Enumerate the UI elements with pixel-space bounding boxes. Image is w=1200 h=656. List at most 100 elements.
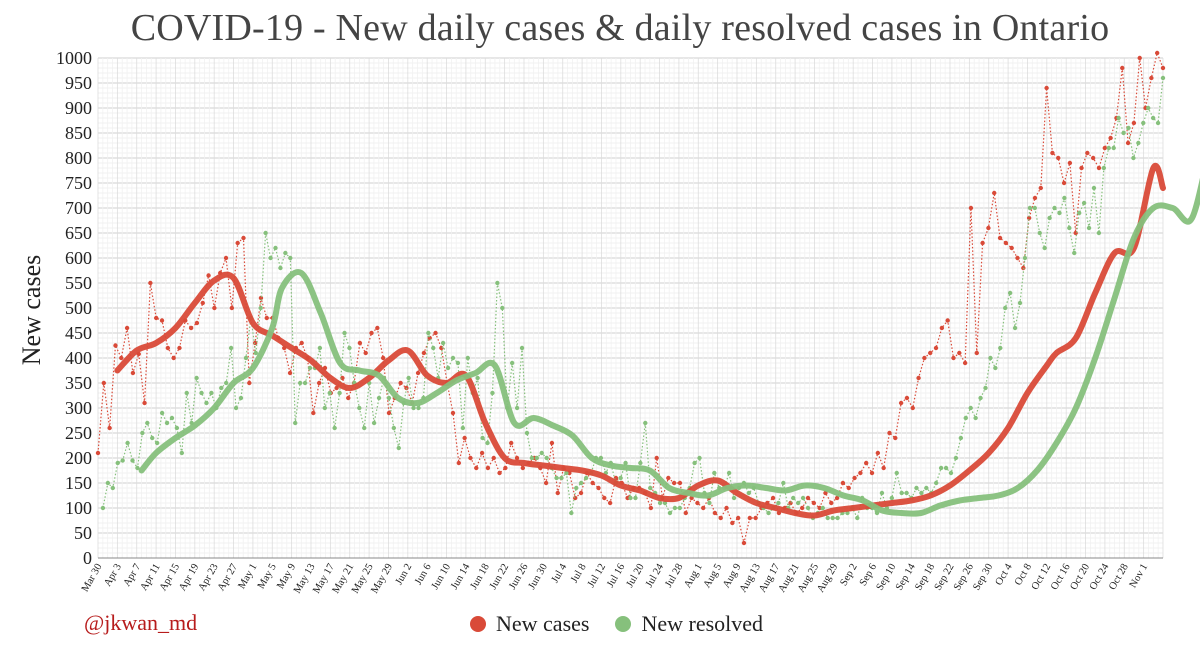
- daily-point-new-resolved: [376, 395, 382, 401]
- daily-point-new-resolved: [781, 480, 786, 486]
- daily-point-new-cases: [159, 318, 165, 323]
- daily-point-new-cases: [951, 355, 956, 361]
- daily-point-new-resolved: [371, 420, 377, 426]
- x-tick-label: Jul 8: [569, 562, 589, 585]
- daily-point-new-resolved: [179, 450, 185, 456]
- daily-point-new-cases: [677, 480, 683, 486]
- daily-point-new-cases: [724, 505, 729, 511]
- daily-point-new-cases: [1044, 85, 1049, 91]
- daily-point-new-resolved: [120, 458, 125, 463]
- daily-point-new-resolved: [273, 245, 278, 251]
- series-layer: [95, 50, 1200, 546]
- x-tick-label: Jun 30: [527, 562, 550, 592]
- daily-point-new-cases: [468, 455, 473, 461]
- daily-point-new-cases: [462, 435, 467, 441]
- daily-point-new-resolved: [100, 505, 106, 511]
- x-tick-label: Sep 30: [971, 562, 995, 593]
- daily-point-new-cases: [753, 515, 758, 521]
- daily-point-new-resolved: [998, 345, 1003, 351]
- daily-point-new-cases: [573, 495, 578, 501]
- daily-point-new-resolved: [1012, 325, 1018, 331]
- daily-point-new-resolved: [1101, 165, 1107, 171]
- daily-point-new-cases: [666, 475, 671, 481]
- y-tick-label: 100: [65, 498, 92, 518]
- daily-point-new-resolved: [1052, 205, 1057, 211]
- daily-point-new-cases: [1102, 145, 1108, 151]
- daily-point-new-cases: [602, 495, 607, 501]
- daily-point-new-cases: [1056, 155, 1061, 161]
- daily-point-new-resolved: [233, 405, 239, 411]
- daily-point-new-resolved: [1126, 125, 1131, 131]
- daily-point-new-resolved: [297, 380, 303, 386]
- daily-point-new-resolved: [1062, 195, 1067, 201]
- daily-point-new-cases: [1154, 50, 1160, 56]
- daily-point-new-resolved: [500, 305, 505, 311]
- daily-point-new-resolved: [485, 440, 490, 446]
- daily-point-new-cases: [590, 480, 595, 486]
- daily-point-new-cases: [264, 315, 269, 321]
- daily-point-new-resolved: [1076, 210, 1082, 216]
- daily-point-new-resolved: [258, 305, 263, 311]
- daily-point-new-cases: [1131, 120, 1137, 126]
- author-credit: @jkwan_md: [84, 610, 198, 635]
- daily-point-new-cases: [229, 305, 235, 311]
- daily-line-new-cases: [97, 50, 1164, 544]
- daily-point-new-resolved: [569, 510, 574, 516]
- daily-point-new-resolved: [253, 350, 258, 356]
- daily-point-new-cases: [212, 305, 217, 311]
- daily-point-new-resolved: [726, 470, 732, 476]
- daily-point-new-resolved: [426, 330, 431, 336]
- daily-point-new-resolved: [978, 395, 983, 401]
- y-tick-label: 750: [65, 173, 92, 193]
- daily-point-new-resolved: [904, 490, 909, 496]
- daily-point-new-resolved: [924, 485, 929, 491]
- y-tick-label: 950: [65, 73, 92, 93]
- chart-title: COVID-19 - New daily cases & daily resol…: [130, 7, 1110, 49]
- daily-point-new-resolved: [943, 465, 949, 471]
- daily-point-new-cases: [450, 410, 456, 416]
- daily-point-new-resolved: [731, 495, 737, 501]
- daily-point-new-resolved: [204, 400, 209, 406]
- daily-point-new-resolved: [855, 515, 860, 521]
- daily-point-new-resolved: [327, 390, 332, 396]
- daily-point-new-resolved: [648, 485, 653, 491]
- daily-point-new-resolved: [391, 425, 397, 431]
- daily-point-new-cases: [188, 325, 194, 331]
- daily-point-new-resolved: [879, 490, 885, 496]
- daily-point-new-resolved: [406, 375, 411, 381]
- smoothed-line-new-resolved: [138, 178, 1200, 517]
- daily-point-new-cases: [520, 465, 526, 471]
- daily-point-new-cases: [741, 540, 747, 546]
- daily-point-new-resolved: [643, 420, 648, 426]
- legend-label-new-cases: New cases: [496, 611, 590, 636]
- daily-point-new-cases: [456, 460, 462, 466]
- daily-point-new-cases: [735, 515, 741, 521]
- daily-point-new-resolved: [712, 470, 717, 476]
- daily-point-new-cases: [1032, 195, 1038, 201]
- daily-point-new-cases: [421, 350, 427, 356]
- daily-point-new-cases: [398, 380, 403, 386]
- daily-point-new-resolved: [332, 425, 337, 431]
- daily-point-new-cases: [730, 520, 735, 526]
- daily-point-new-cases: [200, 300, 205, 306]
- daily-point-new-cases: [904, 395, 910, 401]
- daily-point-new-resolved: [791, 495, 796, 501]
- daily-point-new-resolved: [958, 435, 964, 441]
- y-tick-labels: 0 50 100 150 200 250 300 350 400 450 500 550 600 650 7…: [56, 48, 92, 568]
- daily-point-new-resolved: [164, 420, 170, 426]
- y-tick-label: 550: [65, 273, 92, 293]
- legend: New cases New resolved: [470, 611, 789, 637]
- daily-point-new-cases: [939, 325, 945, 331]
- daily-point-new-cases: [508, 440, 514, 446]
- daily-point-new-cases: [148, 280, 153, 286]
- daily-point-new-resolved: [263, 230, 268, 236]
- daily-point-new-resolved: [564, 470, 569, 476]
- daily-point-new-cases: [1090, 155, 1096, 161]
- daily-point-new-cases: [770, 495, 776, 501]
- daily-point-new-cases: [834, 495, 840, 501]
- daily-point-new-cases: [887, 430, 892, 436]
- daily-point-new-resolved: [1037, 230, 1042, 236]
- y-tick-label: 650: [65, 223, 92, 243]
- daily-point-new-cases: [247, 380, 252, 386]
